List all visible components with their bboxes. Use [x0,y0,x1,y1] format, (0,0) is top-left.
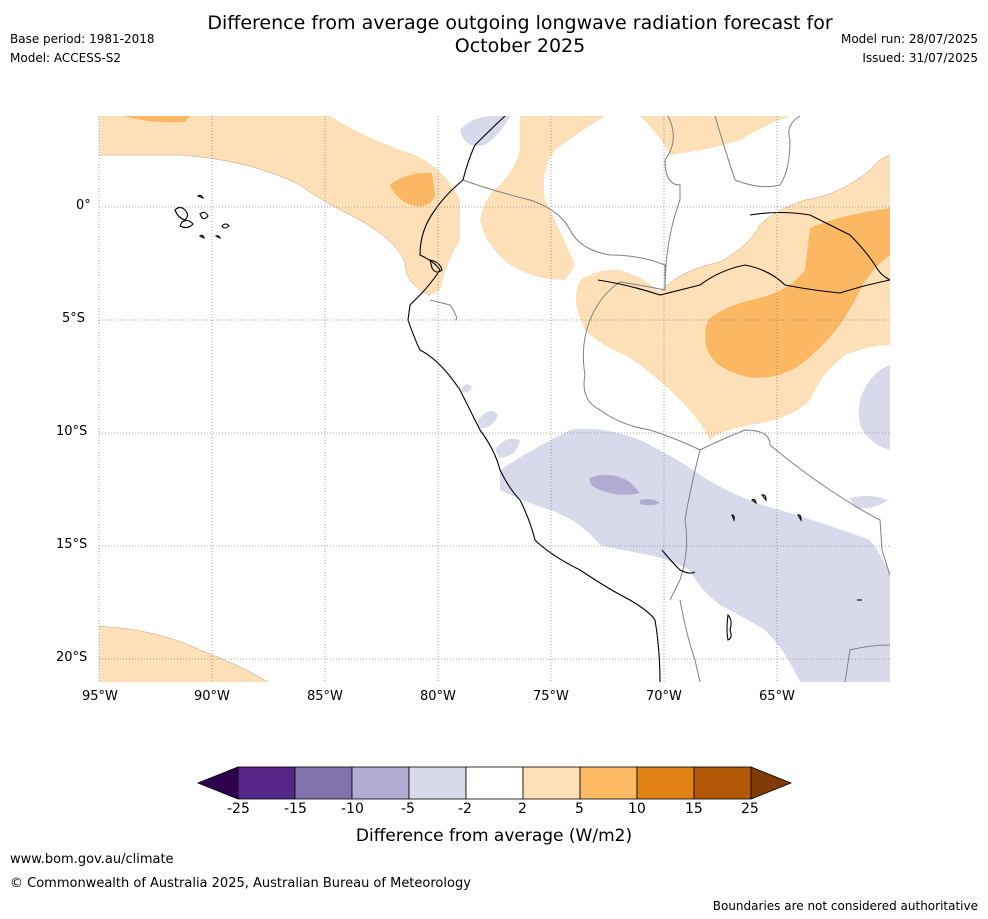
colorbar-segment [579,766,638,800]
lon-label-95w: 95°W [82,689,118,704]
coastlines [174,116,890,682]
colorbar-segment [522,766,581,800]
lon-label-65w: 65°W [759,689,795,704]
colorbar-tick-5: 5 [575,801,584,817]
lat-label-20s: 20°S [56,650,88,665]
anomaly-layer [99,116,890,682]
colorbar-segment [408,766,467,800]
anomaly-negative-south-peak [589,474,640,495]
colorbar-arrow-high [750,766,793,800]
title-line-2: October 2025 [454,35,586,57]
colorbar-tick-10: 10 [628,801,646,817]
anomaly-negative-small-1 [640,499,660,506]
graticule [98,116,890,682]
lat-label-15s: 15°S [56,537,88,552]
country-borders [429,116,890,682]
anomaly-positive-colombia [480,116,605,280]
lat-label-10s: 10°S [56,424,88,439]
colorbar-tick-neg15: -15 [284,801,307,817]
anomaly-negative-small-2 [478,411,498,429]
anomaly-positive-south-pacific [99,626,268,682]
colorbar-segment [294,766,353,800]
model-name: Model: ACCESS-S2 [10,51,122,65]
colorbar-segment [693,766,752,800]
colorbar-arrow-low [196,766,239,800]
anomaly-negative-south [500,428,890,682]
footer-disclaimer: Boundaries are not considered authoritat… [712,899,978,913]
anomaly-negative-small-3 [495,438,520,458]
lon-label-85w: 85°W [307,689,343,704]
lon-label-90w: 90°W [194,689,230,704]
anomaly-positive-north-peak [124,116,190,123]
lon-label-75w: 75°W [533,689,569,704]
anomaly-negative-east-small [850,495,888,509]
base-period: Base period: 1981-2018 [10,32,155,46]
footer-copyright: © Commonwealth of Australia 2025, Austra… [10,876,471,891]
colorbar-tick-neg5: -5 [401,801,415,817]
model-run: Model run: 28/07/2025 [840,32,978,46]
anomaly-contours [99,154,890,682]
anomaly-positive-north-pacific [99,116,460,295]
lon-label-70w: 70°W [646,689,682,704]
colorbar-tick-15: 15 [685,801,703,817]
map-title: Difference from average outgoing longwav… [0,12,988,58]
anomaly-negative-east [858,365,890,450]
colorbar-title: Difference from average (W/m2) [355,826,633,846]
anomaly-positive-amazon-peak [705,208,890,378]
lat-label-0: 0° [76,198,91,213]
colorbar-tick-2: 2 [518,801,527,817]
anomaly-positive-venezuela [640,116,790,155]
anomaly-negative-north [460,116,510,146]
colorbar [196,766,793,800]
colorbar-tick-neg2: -2 [458,801,472,817]
colorbar-tick-25: 25 [741,801,759,817]
colorbar-tick-neg25: -25 [227,801,250,817]
lon-label-80w: 80°W [420,689,456,704]
lat-label-5s: 5°S [62,311,86,326]
issued-date: Issued: 31/07/2025 [862,51,978,65]
colorbar-tick-neg10: -10 [341,801,364,817]
colorbar-segment [636,766,695,800]
colorbar-segment [237,766,296,800]
anomaly-negative-small-4 [462,384,472,393]
anomaly-positive-colombia-coast-peak [390,172,435,207]
footer-website: www.bom.gov.au/climate [10,852,174,867]
anomaly-positive-amazon [576,155,890,440]
title-line-1: Difference from average outgoing longwav… [207,12,833,34]
colorbar-segment [351,766,410,800]
colorbar-segment [465,766,524,800]
